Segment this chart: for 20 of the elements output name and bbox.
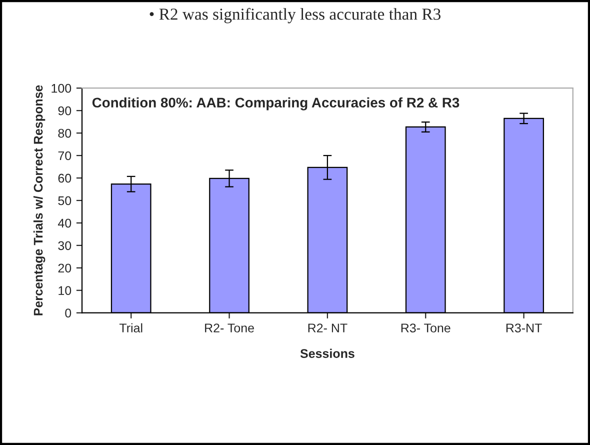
y-tick-label: 60: [58, 174, 72, 183]
x-tick-label: R3-NT: [506, 324, 542, 332]
y-axis-title: Percentage Trials w/ Correct Response: [33, 85, 46, 316]
y-tick-label: 0: [65, 308, 72, 318]
y-tick-label: 10: [58, 286, 72, 296]
text: Condition 80%: AAB: Comparing Accuracies of R2 & R3: [92, 97, 460, 110]
y-tick-label: 50: [58, 196, 72, 206]
y-tick-label: 40: [58, 218, 72, 228]
y-tick-label: 70: [58, 151, 72, 160]
x-tick-label: R2- NT: [308, 324, 348, 332]
y-tick-label: 80: [58, 128, 72, 138]
text: • R2 was significantly less accurate than R3: [150, 8, 441, 24]
y-tick-label: 90: [58, 106, 72, 116]
x-tick-label: Trial: [119, 323, 142, 332]
x-tick-label: R2- Tone: [205, 324, 254, 332]
y-tick-label: 20: [58, 264, 72, 273]
x-tick-label: R3- Tone: [401, 324, 450, 332]
x-axis-title: Sessions: [300, 348, 354, 358]
y-tick-label: 30: [58, 241, 72, 250]
y-tick-label: 100: [52, 84, 72, 93]
